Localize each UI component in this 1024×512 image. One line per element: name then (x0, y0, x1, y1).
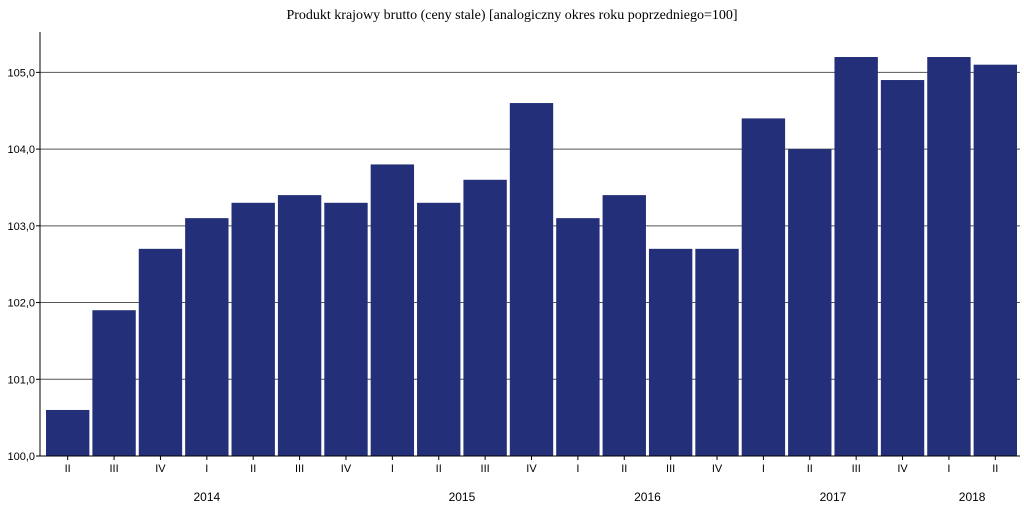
x-tick-label: III (852, 463, 861, 475)
bar (509, 103, 554, 457)
year-label: 2018 (959, 490, 986, 504)
year-label: 2014 (193, 490, 220, 504)
bar (46, 409, 90, 456)
bar (324, 202, 368, 456)
bar (556, 218, 600, 456)
x-tick-label: II (65, 463, 71, 475)
year-label: 2015 (449, 490, 476, 504)
x-tick-label: I (391, 463, 394, 475)
y-tick-label: 104,0 (7, 144, 35, 156)
bar (185, 218, 229, 456)
x-tick-label: I (947, 463, 950, 475)
bar (741, 118, 786, 457)
x-tick-label: II (250, 463, 256, 475)
x-tick-label: III (295, 463, 304, 475)
bar (927, 57, 971, 456)
x-tick-label: II (807, 463, 813, 475)
bar (277, 195, 322, 457)
x-tick-label: I (205, 463, 208, 475)
bar (370, 164, 415, 456)
chart-title: Produkt krajowy brutto (ceny stale) [ana… (286, 8, 738, 23)
bar (463, 179, 507, 457)
bar (788, 149, 832, 456)
bar (648, 248, 693, 456)
bar (231, 202, 275, 456)
x-tick-label: II (621, 463, 627, 475)
bar (138, 248, 183, 456)
x-tick-label: I (762, 463, 765, 475)
x-tick-label: II (436, 463, 442, 475)
x-tick-label: IV (897, 463, 908, 475)
bar (695, 248, 739, 456)
x-tick-label: II (992, 463, 998, 475)
x-tick-label: IV (155, 463, 166, 475)
y-tick-label: 103,0 (7, 221, 35, 233)
x-tick-label: III (666, 463, 675, 475)
bar (880, 80, 925, 456)
x-tick-label: IV (341, 463, 352, 475)
bar (602, 195, 646, 457)
y-tick-label: 102,0 (7, 298, 35, 310)
y-tick-label: 100,0 (7, 451, 35, 463)
bar (973, 64, 1017, 456)
x-tick-label: III (481, 463, 490, 475)
bar (417, 202, 461, 456)
bar (92, 310, 136, 456)
year-label: 2016 (634, 490, 661, 504)
x-tick-label: IV (712, 463, 723, 475)
y-tick-label: 101,0 (7, 374, 35, 386)
x-tick-label: I (576, 463, 579, 475)
y-tick-label: 105,0 (7, 67, 35, 79)
bar (834, 57, 878, 456)
x-tick-label: III (109, 463, 118, 475)
x-tick-label: IV (526, 463, 537, 475)
year-label: 2017 (820, 490, 847, 504)
